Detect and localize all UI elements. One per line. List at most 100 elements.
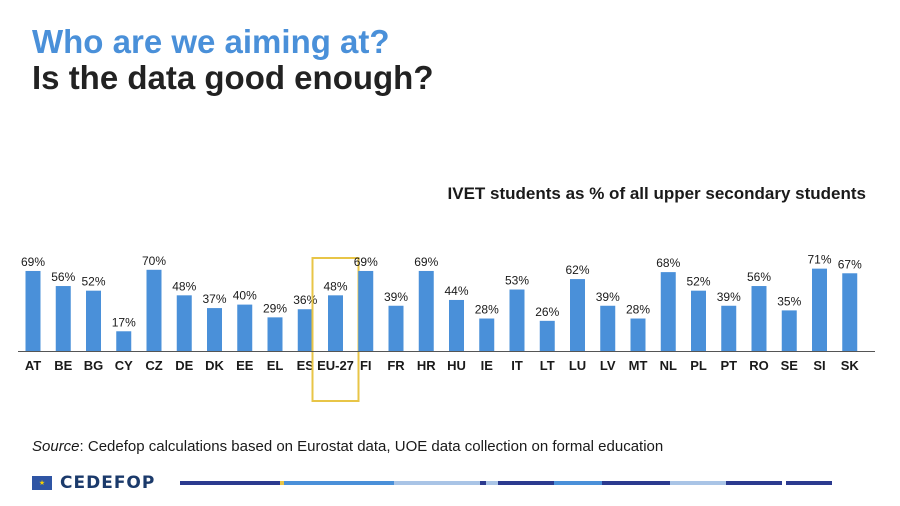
- data-label-cz: 70%: [142, 254, 166, 268]
- tick-label-es: ES: [297, 358, 315, 373]
- data-label-hu: 44%: [444, 284, 468, 298]
- footer-segment: [280, 481, 284, 485]
- chart-title: IVET students as % of all upper secondar…: [447, 184, 866, 203]
- footer-segment: [498, 481, 554, 485]
- tick-label-at: AT: [25, 358, 41, 373]
- data-label-mt: 28%: [626, 303, 650, 317]
- tick-label-de: DE: [175, 358, 193, 373]
- tick-label-ee: EE: [236, 358, 254, 373]
- data-label-nl: 68%: [656, 256, 680, 270]
- footer-segment: [782, 481, 786, 485]
- eu-flag-icon: ★: [32, 476, 52, 490]
- footer-segment: [480, 481, 486, 485]
- bar-it: [509, 289, 525, 351]
- bar-mt: [630, 318, 646, 351]
- tick-label-el: EL: [267, 358, 284, 373]
- tick-label-ie: IE: [481, 358, 494, 373]
- data-label-sk: 67%: [838, 257, 862, 271]
- footer-stripe: [180, 481, 832, 485]
- footer-segment: [726, 481, 782, 485]
- data-label-ie: 28%: [475, 303, 499, 317]
- tick-label-fr: FR: [387, 358, 405, 373]
- bar-hu: [449, 299, 464, 351]
- tick-label-lv: LV: [600, 358, 616, 373]
- bar-pl: [691, 290, 706, 351]
- source-label: Source: [32, 438, 80, 455]
- bar-bg: [86, 290, 101, 351]
- tick-label-be: BE: [54, 358, 72, 373]
- data-label-ro: 56%: [747, 270, 771, 284]
- source-text: : Cedefop calculations based on Eurostat…: [79, 438, 664, 455]
- data-label-el: 29%: [263, 301, 287, 315]
- tick-label-lt: LT: [540, 358, 555, 373]
- tick-label-fi: FI: [360, 358, 372, 373]
- data-label-it: 53%: [505, 274, 529, 288]
- tick-label-pl: PL: [690, 358, 707, 373]
- tick-label-it: IT: [511, 358, 523, 373]
- bar-ro: [751, 286, 767, 351]
- bar-sk: [842, 273, 858, 351]
- bar-hr: [418, 270, 434, 351]
- bar-fi: [358, 270, 374, 351]
- bar-el: [267, 317, 283, 351]
- bar-nl: [660, 272, 676, 351]
- data-label-pt: 39%: [717, 290, 741, 304]
- tick-label-hu: HU: [447, 358, 466, 373]
- tick-label-hr: HR: [417, 358, 436, 373]
- bar-ie: [479, 318, 495, 351]
- data-label-eu-27: 48%: [323, 279, 347, 293]
- bar-dk: [207, 308, 222, 351]
- footer-segment: [394, 481, 480, 485]
- footer-segment: [602, 481, 670, 485]
- tick-label-ro: RO: [749, 358, 769, 373]
- bar-es: [297, 309, 313, 351]
- data-label-at: 69%: [21, 255, 45, 269]
- data-label-lu: 62%: [565, 263, 589, 277]
- tick-label-si: SI: [813, 358, 825, 373]
- tick-label-eu-27: EU-27: [317, 358, 354, 373]
- bar-ee: [237, 304, 253, 351]
- data-label-lv: 39%: [596, 290, 620, 304]
- slide-title-line2: Is the data good enough?: [32, 59, 434, 96]
- bar-lv: [600, 305, 616, 351]
- data-label-pl: 52%: [686, 275, 710, 289]
- tick-label-lu: LU: [569, 358, 586, 373]
- footer-segment: [786, 481, 832, 485]
- data-label-de: 48%: [172, 279, 196, 293]
- tick-label-mt: MT: [629, 358, 648, 373]
- tick-label-cz: CZ: [145, 358, 162, 373]
- tick-label-sk: SK: [841, 358, 860, 373]
- tick-label-bg: BG: [84, 358, 104, 373]
- footer-segment: [670, 481, 726, 485]
- bar-eu-27: [328, 295, 343, 351]
- bar-lu: [570, 279, 585, 351]
- footer-segment: [180, 481, 280, 485]
- tick-label-se: SE: [781, 358, 799, 373]
- bar-cz: [146, 269, 162, 351]
- tick-label-dk: DK: [205, 358, 224, 373]
- data-label-ee: 40%: [233, 289, 257, 303]
- cedefop-logo: ★ CEDEFOP: [32, 473, 155, 493]
- tick-label-pt: PT: [720, 358, 737, 373]
- bar-de: [176, 295, 192, 351]
- logo-text: CEDEFOP: [60, 473, 156, 493]
- data-label-be: 56%: [51, 270, 75, 284]
- footer-segment: [486, 481, 498, 485]
- data-label-dk: 37%: [202, 292, 226, 306]
- data-label-se: 35%: [777, 294, 801, 308]
- bar-fr: [388, 305, 404, 351]
- bar-pt: [721, 305, 737, 351]
- bar-lt: [539, 320, 555, 351]
- tick-label-nl: NL: [660, 358, 677, 373]
- data-label-hr: 69%: [414, 255, 438, 269]
- data-label-es: 36%: [293, 293, 317, 307]
- footer-segment: [284, 481, 394, 485]
- slide-title-line1: Who are we aiming at?: [32, 23, 390, 60]
- bar-si: [812, 268, 827, 351]
- data-label-cy: 17%: [112, 315, 136, 329]
- bar-be: [55, 286, 71, 351]
- footer-segment: [554, 481, 602, 485]
- data-label-si: 71%: [807, 253, 831, 267]
- source-note: Source: Cedefop calculations based on Eu…: [32, 438, 663, 455]
